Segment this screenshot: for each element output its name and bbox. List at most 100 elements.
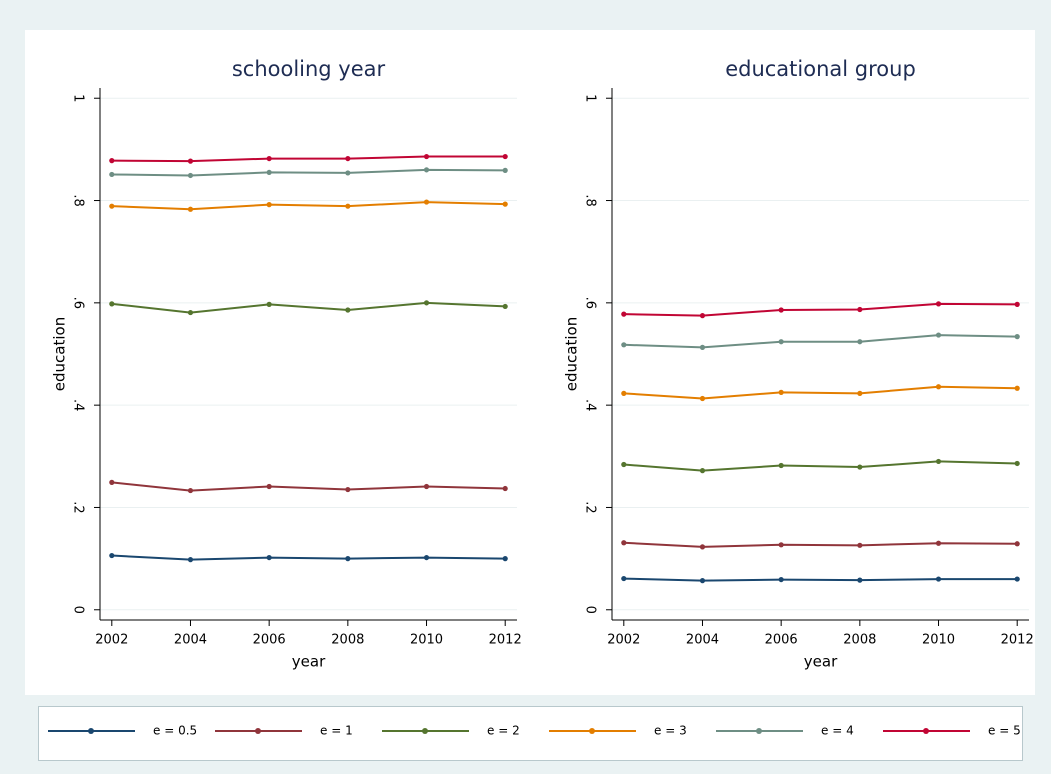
data-point (423, 153, 430, 160)
x-tick-label: 2008 (843, 633, 876, 648)
data-point (1014, 385, 1020, 391)
data-point (935, 458, 942, 465)
legend-label: e = 0.5 (153, 724, 197, 738)
data-point (109, 552, 115, 559)
data-point (109, 301, 115, 307)
data-point (778, 462, 784, 469)
data-point (423, 167, 430, 173)
x-axis-title: year (804, 653, 838, 671)
data-point (778, 389, 784, 395)
y-tick-label: .8 (71, 194, 86, 206)
y-tick-label: .2 (71, 501, 86, 513)
data-point (935, 301, 942, 307)
data-point (857, 464, 863, 470)
data-point (621, 461, 627, 468)
data-point (621, 311, 627, 317)
data-point (778, 576, 784, 583)
y-tick-label: .6 (583, 297, 598, 309)
data-point (699, 544, 706, 550)
y-tick-label: 0 (71, 606, 86, 614)
legend-label: e = 2 (487, 724, 520, 738)
chart-title: schooling year (232, 57, 386, 81)
x-axis-title: year (292, 653, 326, 671)
series-line (623, 302, 1018, 317)
legend-marker (589, 728, 595, 734)
plot-region (25, 30, 1035, 695)
data-point (1014, 576, 1020, 582)
data-point (266, 301, 272, 307)
data-point (345, 307, 351, 313)
data-point (345, 486, 351, 493)
series-line (623, 385, 1018, 400)
series-line (623, 460, 1018, 472)
series-line (111, 301, 506, 314)
data-point (187, 172, 194, 179)
x-tick-label: 2002 (607, 633, 640, 648)
series-line (623, 577, 1018, 582)
data-point (187, 206, 194, 212)
y-tick-label: 1 (583, 94, 598, 102)
data-point (857, 542, 863, 548)
data-point (699, 313, 706, 319)
legend-label: e = 5 (988, 724, 1021, 738)
data-point (935, 384, 942, 390)
data-point (423, 554, 430, 561)
x-tick-label: 2006 (765, 633, 798, 648)
chart-title: educational group (725, 57, 916, 81)
data-point (502, 153, 508, 160)
legend-marker (88, 728, 94, 734)
data-point (266, 483, 272, 490)
y-tick-label: .4 (583, 399, 598, 411)
y-tick-label: 1 (71, 94, 86, 102)
data-point (502, 556, 508, 562)
data-point (621, 342, 627, 348)
data-point (935, 332, 942, 338)
data-point (778, 542, 784, 548)
data-point (502, 485, 508, 492)
legend-marker (756, 728, 762, 734)
data-point (187, 309, 194, 316)
data-point (699, 578, 706, 584)
data-point (187, 158, 194, 164)
data-point (266, 155, 272, 162)
data-point (778, 339, 784, 345)
legend-box (38, 706, 1023, 761)
x-tick-label: 2008 (331, 633, 364, 648)
data-point (1014, 460, 1020, 467)
data-point (109, 479, 115, 485)
x-tick-label: 2010 (922, 633, 955, 648)
data-point (109, 158, 115, 164)
legend-marker (422, 728, 428, 734)
data-point (857, 339, 863, 345)
legend-marker (923, 728, 929, 734)
legend-label: e = 1 (320, 724, 353, 738)
data-point (699, 344, 706, 350)
y-tick-label: .4 (71, 399, 86, 411)
x-tick-label: 2012 (489, 633, 522, 648)
series-line (111, 554, 506, 561)
y-axis-title: education (563, 317, 581, 391)
series-line (111, 481, 506, 492)
data-point (502, 303, 508, 310)
data-point (1014, 301, 1020, 307)
y-tick-label: .2 (583, 501, 598, 513)
data-point (621, 390, 627, 396)
y-axis-title: education (51, 317, 69, 391)
y-tick-label: .6 (71, 297, 86, 309)
data-point (266, 554, 272, 561)
data-point (1014, 541, 1020, 547)
y-tick-label: .8 (583, 194, 598, 206)
data-point (621, 575, 627, 582)
data-point (423, 483, 430, 490)
data-point (187, 557, 194, 563)
data-point (423, 199, 430, 205)
data-point (935, 540, 942, 546)
data-point (699, 395, 706, 402)
x-tick-label: 2010 (410, 633, 443, 648)
legend-label: e = 3 (654, 724, 687, 738)
data-point (857, 390, 863, 396)
data-point (857, 306, 863, 313)
data-point (502, 201, 508, 207)
